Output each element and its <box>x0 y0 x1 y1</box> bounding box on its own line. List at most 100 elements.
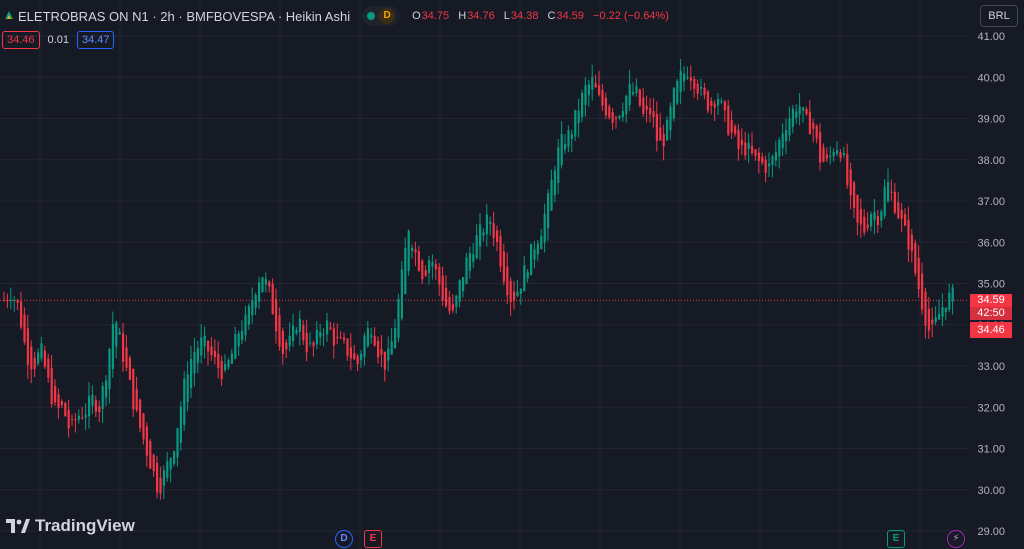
candle-body <box>295 330 298 334</box>
candle-body <box>305 332 308 353</box>
candle-body <box>938 313 941 320</box>
candle-body <box>3 300 6 301</box>
candle-body <box>853 182 856 208</box>
price-tick-label: 29.00 <box>977 526 1005 538</box>
currency-button[interactable]: BRL <box>980 5 1018 27</box>
candle-body <box>30 346 33 370</box>
candle-body <box>122 333 125 362</box>
candle-body <box>659 127 662 141</box>
candle-body <box>363 335 366 357</box>
candle-body <box>513 291 516 301</box>
candle-body <box>751 145 754 154</box>
low-value: 34.38 <box>510 10 539 22</box>
dividend-event-icon[interactable]: D <box>335 530 353 548</box>
candle-body <box>414 249 417 253</box>
bar-countdown-label: 42:50 <box>970 307 1012 320</box>
candle-body <box>251 300 254 316</box>
candle-body <box>50 368 53 404</box>
data-delayed-badge[interactable]: D <box>379 8 396 24</box>
candle-body <box>234 334 237 359</box>
candle-body <box>825 154 828 159</box>
candle-body <box>543 213 546 243</box>
candle-body <box>237 333 240 347</box>
candle-body <box>914 242 917 274</box>
candle-body <box>101 385 104 410</box>
candle-body <box>703 87 706 96</box>
candle-body <box>523 265 526 292</box>
indicator-value-3: 34.47 <box>76 31 115 49</box>
earnings-event-icon[interactable]: E <box>364 530 382 548</box>
candle-body <box>492 223 495 238</box>
candle-body <box>125 347 128 368</box>
candles <box>3 59 954 500</box>
candle-body <box>373 336 376 346</box>
candle-body <box>638 89 641 106</box>
candle-body <box>550 179 553 211</box>
candle-body <box>118 331 121 335</box>
candle-body <box>655 114 658 141</box>
candle-body <box>139 399 142 428</box>
candle-body <box>768 163 771 167</box>
candle-body <box>336 336 339 338</box>
candle-body <box>74 419 77 421</box>
candle-body <box>9 300 12 302</box>
candle-body <box>135 388 138 411</box>
candle-body <box>108 349 111 390</box>
candle-body <box>802 107 805 111</box>
symbol-title[interactable]: ELETROBRAS ON N1 · 2h · BMFBOVESPA · Hei… <box>18 8 351 24</box>
candle-body <box>723 101 726 111</box>
candle-body <box>907 219 910 250</box>
candle-body <box>91 394 94 406</box>
earnings-event-icon[interactable]: E <box>887 530 905 548</box>
price-tick-label: 38.00 <box>977 155 1005 167</box>
candle-body <box>57 394 60 408</box>
candle-body <box>530 243 533 276</box>
candle-body <box>37 352 40 364</box>
candle-body <box>730 120 733 133</box>
tradingview-icon <box>6 519 30 533</box>
price-tick-label: 30.00 <box>977 485 1005 497</box>
candle-body <box>370 334 373 338</box>
candle-body <box>47 358 50 378</box>
candle-body <box>672 88 675 119</box>
candle-body <box>115 322 118 347</box>
candle-body <box>451 304 454 311</box>
candle-body <box>547 193 550 229</box>
candle-body <box>798 106 801 115</box>
candle-body <box>84 414 87 418</box>
status-pill[interactable]: D <box>362 6 401 26</box>
candle-body <box>349 347 352 359</box>
candle-body <box>560 133 563 166</box>
split-event-icon[interactable]: ⚡ <box>947 530 965 548</box>
candle-body <box>577 110 580 124</box>
candle-body <box>910 234 913 252</box>
candle-body <box>706 91 709 111</box>
candle-body <box>186 374 189 402</box>
candle-body <box>567 130 570 147</box>
candle-body <box>829 155 832 157</box>
last-price-label: 34.59 <box>970 294 1012 307</box>
candle-body <box>261 277 264 292</box>
candle-body <box>448 296 451 312</box>
candle-body <box>329 327 332 330</box>
candle-body <box>924 291 927 326</box>
candle-body <box>94 400 97 412</box>
candle-body <box>77 415 80 420</box>
candle-body <box>43 350 46 367</box>
tradingview-logo[interactable]: TradingView <box>6 516 135 536</box>
candle-body <box>159 477 162 494</box>
candle-body <box>948 292 951 310</box>
candle-body <box>377 340 380 358</box>
candle-body <box>346 338 349 356</box>
candle-body <box>499 236 502 267</box>
open-label: O <box>412 10 421 22</box>
candle-body <box>700 86 703 89</box>
candle-body <box>686 77 689 79</box>
candle-body <box>598 85 601 95</box>
candle-body <box>696 83 699 94</box>
indicator-legend[interactable]: 34.46 0.01 34.47 <box>0 31 115 49</box>
candle-body <box>220 361 223 380</box>
candle-body <box>390 341 393 355</box>
candle-body <box>319 331 322 338</box>
